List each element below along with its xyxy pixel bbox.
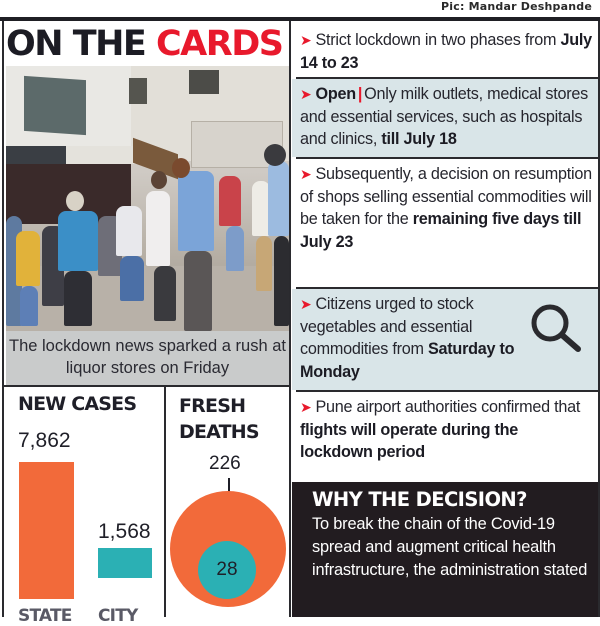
magnifier-icon: [531, 304, 581, 352]
bullet-arrow-icon: ➤: [300, 86, 312, 102]
rule: [296, 77, 598, 79]
point-bold-text: flights will operate during the lockdown…: [300, 420, 518, 462]
point-bold-text: Saturday to Monday: [300, 340, 515, 381]
right-column: ➤ Strict lockdown in two phases from July…: [292, 21, 600, 617]
point-text: Pune airport authorities confirmed that: [315, 398, 581, 416]
point-airport: ➤ Pune airport authorities confirmed that…: [292, 392, 598, 480]
point-stock-up: ➤ Citizens urged to stock vegetables and …: [292, 289, 598, 390]
deaths-title-line1: FRESH: [179, 395, 246, 417]
city-label: CITY: [98, 606, 138, 626]
point-shops-decision: ➤ Subsequently, a decision on resumption …: [292, 159, 598, 284]
why-title: WHY THE DECISION?: [312, 488, 527, 511]
point-bold-text: till July 18: [381, 130, 457, 148]
rule: [296, 390, 598, 392]
photo-credit: Pic: Mandar Deshpande: [441, 0, 592, 13]
city-cases-bar: [98, 548, 152, 578]
new-cases-title: NEW CASES: [18, 393, 137, 415]
page-title: ON THE CARDS: [6, 23, 284, 65]
city-deaths-value: 28: [216, 559, 238, 580]
title-part-accent: CARDS: [156, 24, 284, 64]
rule: [296, 287, 598, 289]
photo-caption: The lockdown news sparked a rush at liqu…: [6, 331, 289, 385]
point-text: Strict lockdown in two phases from: [315, 31, 561, 49]
city-cases-value: 1,568: [98, 520, 151, 543]
top-rule: [0, 17, 600, 21]
state-deaths-value: 226: [209, 453, 241, 474]
state-label: STATE: [18, 606, 72, 626]
bullet-arrow-icon: ➤: [300, 399, 312, 415]
why-body: To break the chain of the Covid-19 sprea…: [312, 515, 588, 579]
chart-divider: [164, 387, 166, 617]
pipe-separator: |: [357, 85, 363, 103]
caption-divider: [4, 385, 289, 387]
bullet-arrow-icon: ➤: [300, 166, 312, 182]
news-photo: [6, 66, 289, 331]
point-open-services: ➤ Open | Only milk outlets, medical stores …: [292, 79, 598, 157]
bullet-arrow-icon: ➤: [300, 296, 312, 312]
left-column: ON THE CARDS: [2, 21, 291, 626]
point-text: Subsequently, a decision on resumption o…: [300, 165, 592, 228]
point-bold-text: Open: [315, 85, 356, 103]
state-cases-bar: [19, 462, 74, 599]
rule: [296, 157, 598, 159]
city-deaths-circle: 28: [198, 541, 256, 599]
fresh-deaths-title: FRESH DEATHS: [179, 393, 260, 445]
point-bold-text: July 14 to 23: [300, 31, 592, 72]
point-strict-lockdown: ➤ Strict lockdown in two phases from July…: [292, 25, 598, 75]
bullet-arrow-icon: ➤: [300, 32, 312, 48]
title-part-dark: ON THE: [6, 24, 156, 64]
point-text: Only milk outlets, medical stores and es…: [300, 85, 588, 148]
why-the-decision-panel: WHY THE DECISION? To break the chain of …: [292, 482, 598, 617]
deaths-title-line2: DEATHS: [179, 421, 260, 443]
point-text: Citizens urged to stock vegetables and e…: [300, 295, 474, 358]
point-bold-text: remaining five days till July 23: [300, 210, 582, 251]
state-cases-value: 7,862: [18, 429, 71, 452]
